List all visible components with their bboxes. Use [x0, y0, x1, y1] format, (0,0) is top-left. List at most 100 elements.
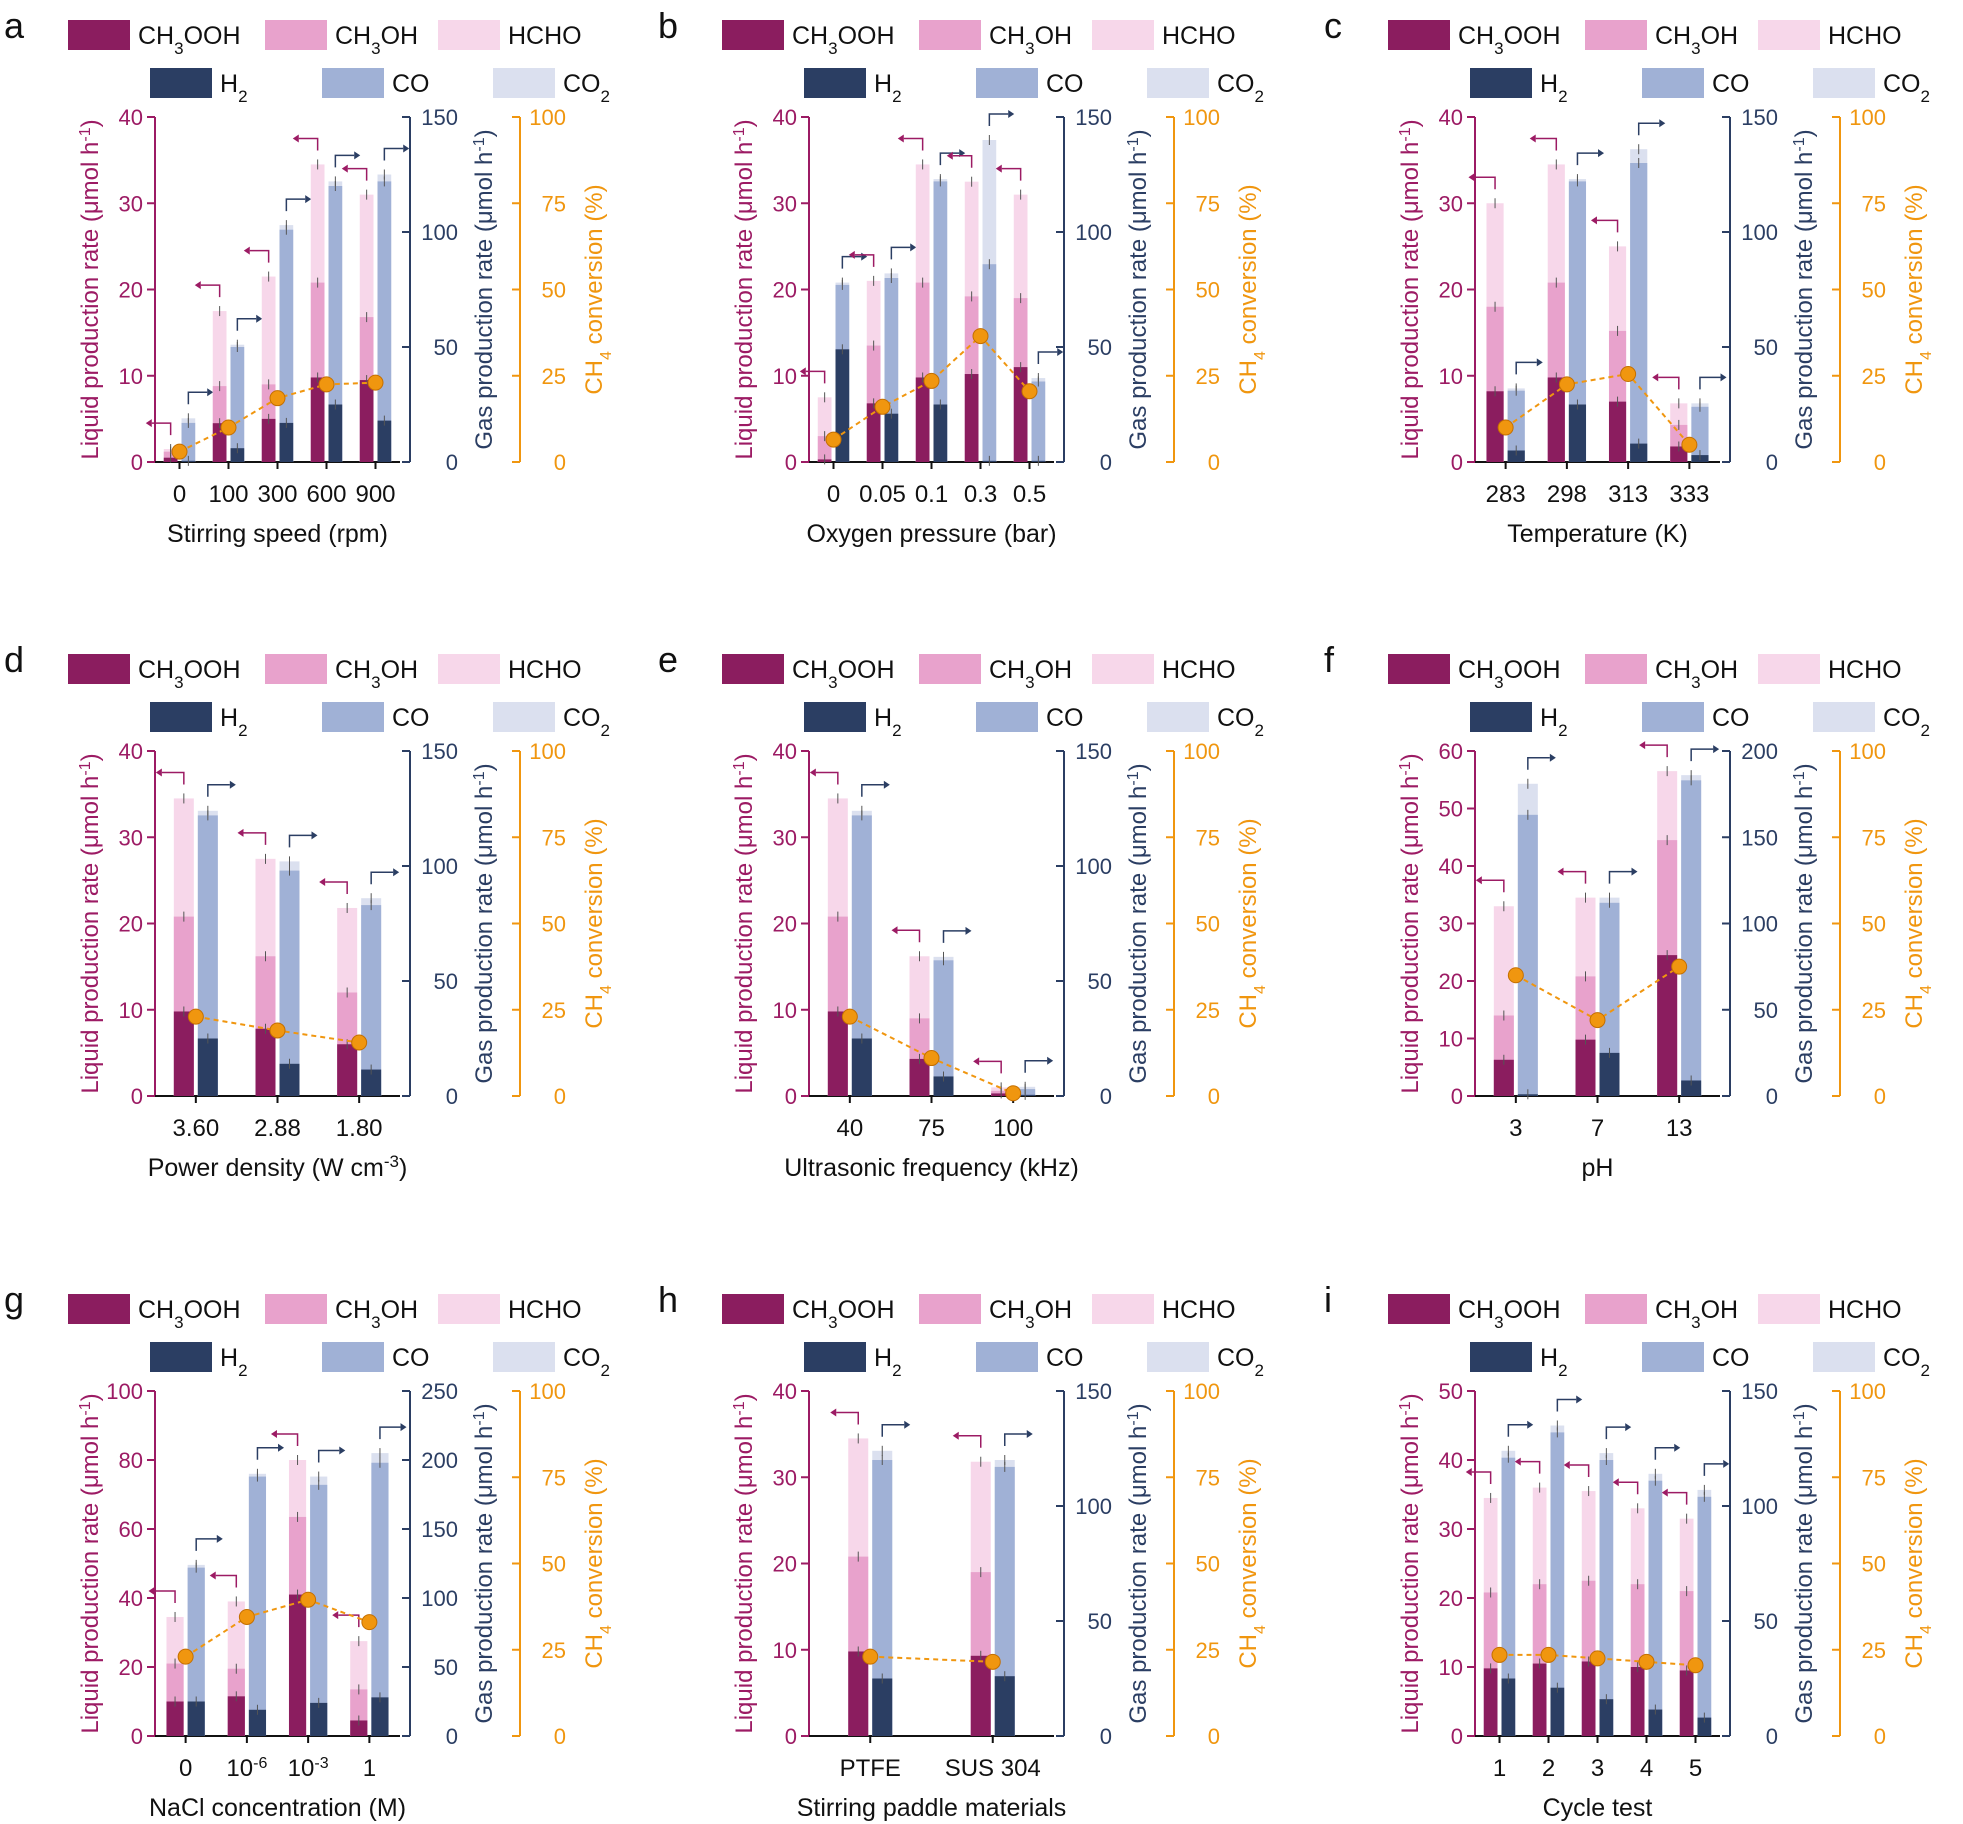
bar-h2 [1507, 450, 1525, 462]
conversion-point [862, 1648, 879, 1665]
gas-arrow [288, 834, 312, 848]
conversion-point [874, 398, 891, 415]
conversion-point [1620, 366, 1637, 383]
x-tick-label: 10-3 [288, 1755, 329, 1783]
conversion-tick-label: 25 [1196, 998, 1220, 1023]
x-tick-label: 7 [1591, 1115, 1604, 1142]
bar-co [328, 186, 343, 462]
liquid-arrow-head [270, 1430, 277, 1438]
gas-arrow [841, 255, 862, 269]
liquid-arrow-head [319, 877, 326, 886]
gas-arrow-head [207, 388, 214, 397]
legend-label-ch3ooh: CH3OOH [138, 1296, 241, 1332]
bar-h2 [279, 1063, 300, 1096]
conversion-point [1497, 419, 1514, 436]
conversion-line [832, 334, 1031, 441]
bar-h2 [1599, 1052, 1620, 1096]
gas-arrow-head [1536, 358, 1543, 367]
legend-label-ch3ooh: CH3OOH [138, 22, 241, 58]
legend-swatch-ch3ooh [1388, 654, 1450, 684]
gas-tick-label: 150 [1075, 1379, 1112, 1404]
conversion-point [1005, 1085, 1022, 1102]
legend-swatch-ch3ooh [722, 1294, 784, 1324]
conversion-tick-label: 75 [1862, 825, 1886, 850]
liquid-tick-label: 0 [131, 1724, 143, 1749]
gas-arrow [195, 1538, 217, 1551]
conversion-tick-label: 25 [1862, 1638, 1886, 1663]
legend-label-h2: H2 [1540, 704, 1568, 740]
liquid-arrow-head [341, 164, 348, 173]
gas-tick-label: 50 [1088, 335, 1112, 360]
bar-ch3ooh [848, 1651, 869, 1736]
liquid-tick-label: 50 [1439, 797, 1463, 822]
liquid-arrow [1596, 219, 1619, 233]
conversion-tick-label: 0 [1874, 450, 1886, 475]
legend-swatch-hcho [1092, 20, 1154, 50]
liquid-arrow [958, 1434, 982, 1448]
liquid-arrow [200, 284, 221, 298]
conversion-tick-label: 25 [1196, 364, 1220, 389]
legend-label-hcho: HCHO [1828, 22, 1902, 50]
x-axis-title: Oxygen pressure (bar) [806, 520, 1056, 548]
legend-label-co2: CO2 [1217, 1344, 1264, 1380]
conversion-point [220, 419, 237, 436]
liquid-arrow-head [194, 281, 201, 290]
bar-co [248, 1476, 267, 1736]
liquid-tick-label: 10 [773, 998, 797, 1023]
liquid-arrow-head [1468, 173, 1475, 182]
conversion-point [1558, 376, 1575, 393]
legend-label-ch3oh: CH3OH [989, 656, 1072, 692]
conversion-tick-label: 75 [1196, 191, 1220, 216]
liquid-arrow-head [292, 134, 299, 143]
legend-swatch-h2 [1470, 1342, 1532, 1372]
conversion-line [1499, 1653, 1696, 1667]
gas-axis-title: Gas production rate (μmol h-1) [1125, 1403, 1153, 1723]
gas-arrow-head [393, 868, 400, 877]
legend-label-ch3oh: CH3OH [1655, 1296, 1738, 1332]
liquid-axis-title: Liquid production rate (μmol h-1) [1397, 1393, 1425, 1733]
gas-arrow [1037, 351, 1058, 365]
conversion-tick-label: 0 [554, 1724, 566, 1749]
gas-tick-label: 50 [1754, 335, 1778, 360]
conversion-tick-label: 25 [1196, 1638, 1220, 1663]
conversion-tick-label: 50 [1196, 1552, 1220, 1577]
liquid-arrow-head [830, 1408, 837, 1417]
liquid-arrow [1520, 1460, 1541, 1474]
gas-arrow-head [910, 243, 917, 252]
conversion-point [269, 1022, 286, 1039]
legend-swatch-h2 [150, 1342, 212, 1372]
liquid-arrow [1563, 870, 1587, 884]
legend-swatch-hcho [438, 20, 500, 50]
legend-label-co: CO [1046, 70, 1084, 98]
liquid-arrow-head [155, 768, 162, 777]
x-tick-label: 283 [1486, 481, 1526, 508]
liquid-arrow [1658, 376, 1680, 390]
gas-arrow-head [354, 151, 361, 160]
liquid-tick-label: 20 [119, 278, 143, 303]
panel-label: b [658, 5, 678, 46]
conversion-point [1589, 1012, 1606, 1029]
bar-h2 [230, 448, 245, 462]
legend-swatch-co [1642, 1342, 1704, 1372]
panel-label: d [4, 639, 24, 680]
conversion-tick-label: 50 [1862, 1552, 1886, 1577]
bar-co [1630, 163, 1648, 462]
legend-swatch-co2 [1147, 68, 1209, 98]
liquid-tick-label: 0 [1451, 1084, 1463, 1109]
conversion-tick-label: 100 [1183, 739, 1220, 764]
conversion-tick-label: 75 [1862, 1465, 1886, 1490]
bar-h2 [851, 1038, 872, 1096]
liquid-arrow-head [1514, 1457, 1521, 1466]
gas-arrow-head [1723, 1459, 1730, 1468]
bar-h2 [361, 1069, 382, 1096]
x-tick-label: 0 [827, 481, 840, 508]
legend-label-hcho: HCHO [508, 656, 582, 684]
legend-swatch-co2 [493, 68, 555, 98]
liquid-arrow-head [809, 768, 816, 777]
conversion-tick-label: 75 [542, 825, 566, 850]
legend-swatch-ch3oh [265, 20, 327, 50]
gas-tick-label: 150 [421, 105, 458, 130]
conversion-point [269, 390, 286, 407]
gas-arrow [207, 784, 230, 797]
conversion-tick-label: 25 [1862, 364, 1886, 389]
